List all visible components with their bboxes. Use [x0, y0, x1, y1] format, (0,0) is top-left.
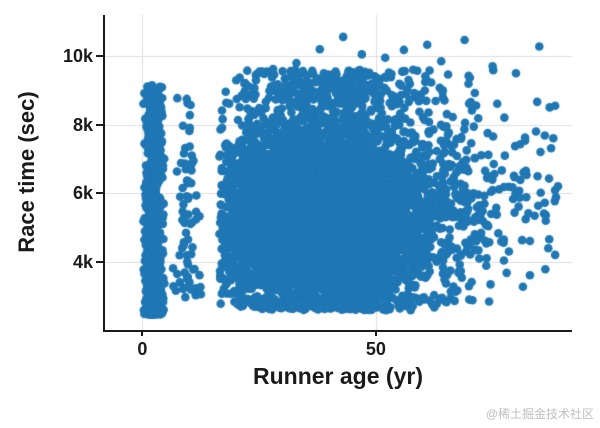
y-tick-mark	[96, 192, 103, 195]
x-tick-label: 0	[137, 339, 148, 359]
x-axis-title: Runner age (yr)	[253, 363, 423, 389]
x-tick-label: 50	[365, 339, 386, 359]
y-tick-label: 6k	[72, 183, 93, 204]
y-tick-label: 10k	[62, 46, 93, 67]
scatter-points-canvas	[105, 15, 572, 330]
x-tick-mark	[141, 330, 144, 336]
y-tick-label: 8k	[72, 114, 93, 135]
watermark: @稀土掘金技术社区	[485, 407, 594, 421]
plot-area	[103, 15, 572, 332]
y-tick-label: 4k	[72, 251, 93, 272]
y-tick-mark	[96, 123, 103, 126]
y-tick-mark	[96, 55, 103, 58]
x-tick-mark	[374, 330, 377, 336]
y-tick-mark	[96, 260, 103, 263]
